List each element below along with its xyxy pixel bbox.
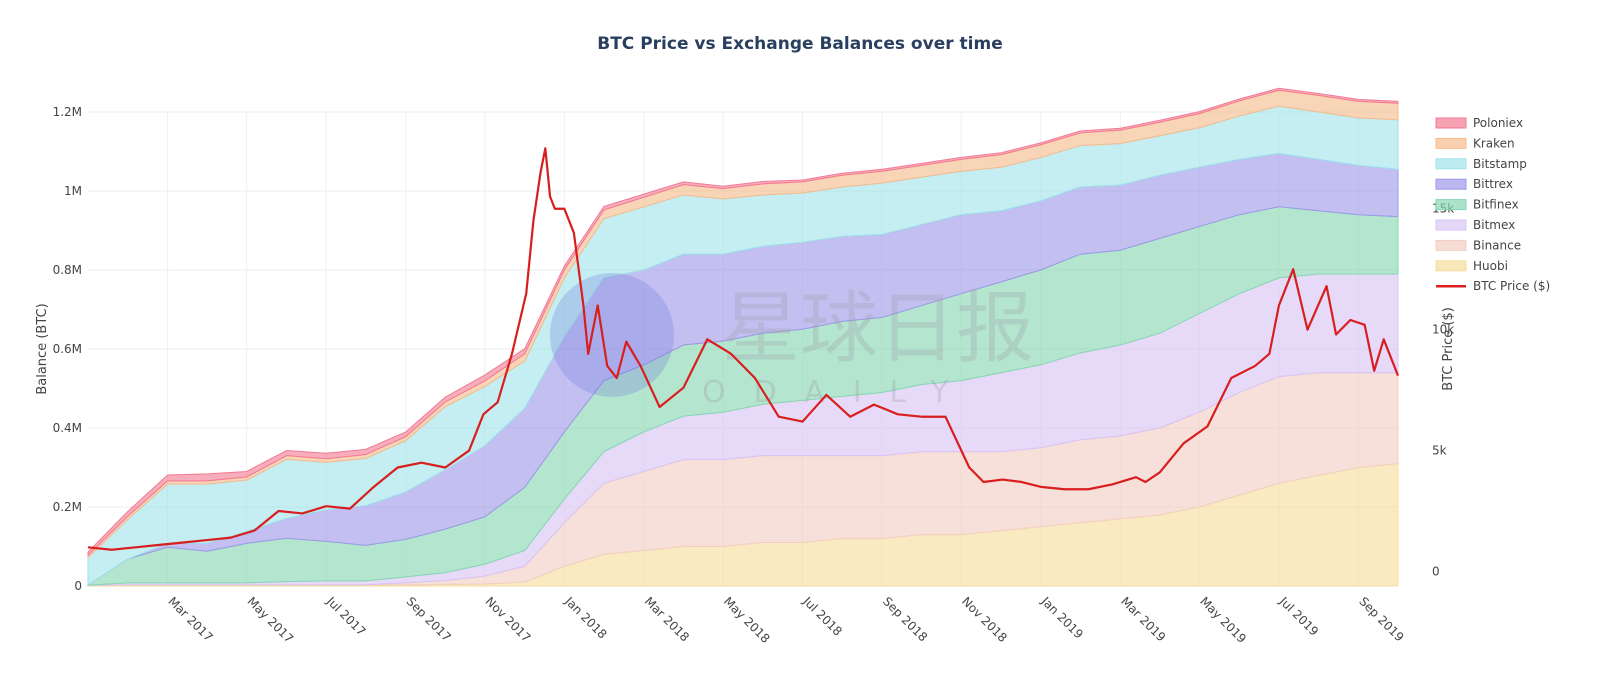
legend-swatch [1435,178,1467,190]
legend-item-bitmex[interactable]: Bitmex [1435,218,1515,232]
y-tick-label: 1M [64,184,82,198]
legend-label: Bitstamp [1473,157,1527,171]
x-tick-label: Jan 2018 [562,594,610,642]
legend-swatch [1435,199,1467,211]
y-tick-label: 0.8M [53,263,82,277]
y-tick-label: 0 [74,579,82,593]
legend: Poloniex Kraken Bitstamp Bittrex Bitfinex Bit… [1435,116,1550,293]
stacked-areas [86,87,1399,587]
legend-swatch [1435,219,1467,231]
x-tick-label: Jul 2018 [800,594,845,639]
legend-swatch [1435,137,1467,149]
svg-text:星球日报: 星球日报 [722,284,1034,374]
y-tick-label: 0.2M [53,500,82,514]
legend-swatch [1435,239,1467,251]
x-tick-label: Sep 2019 [1356,594,1406,644]
x-tick-label: Jul 2019 [1276,594,1321,639]
y2-tick-label: 5k [1432,444,1447,458]
legend-label: Bitmex [1473,218,1515,232]
legend-swatch [1435,158,1467,170]
legend-item-bitfinex[interactable]: Bitfinex [1435,198,1519,212]
legend-label: Bitfinex [1473,198,1519,212]
legend-item-huobi[interactable]: Huobi [1435,259,1508,273]
legend-label: BTC Price ($) [1473,279,1550,293]
x-tick-label: Sep 2017 [404,594,454,644]
legend-label: Binance [1473,238,1521,252]
legend-item-kraken[interactable]: Kraken [1435,136,1515,150]
chart-title: BTC Price vs Exchange Balances over time [597,34,1003,54]
btc-price-line[interactable] [87,147,1400,551]
price-line [87,147,1400,551]
x-tick-label: Mar 2017 [165,594,215,644]
legend-label: Bittrex [1473,177,1513,191]
legend-label: Huobi [1473,259,1508,273]
x-tick-label: May 2017 [245,594,297,646]
legend-swatch [1435,260,1467,272]
y-tick-label: 0.6M [53,342,82,356]
y-tick-label: 1.2M [53,105,82,119]
svg-text:ODAILY: ODAILY [702,375,977,410]
y2-tick-label: 10k [1432,323,1454,337]
legend-label: Kraken [1473,136,1515,150]
watermark: 星球日报 ODAILY [550,273,1034,410]
x-tick-label: May 2019 [1197,594,1249,646]
y2-axis-title: BTC Price ($) [1441,307,1456,391]
x-tick-label: Nov 2017 [483,594,534,645]
x-tick-label: Jul 2017 [323,594,368,639]
x-tick-label: Mar 2018 [642,594,692,644]
legend-item-btc-price[interactable]: BTC Price ($) [1436,279,1550,293]
area-poloniex[interactable] [87,87,1399,557]
x-tick-label: Jan 2019 [1038,594,1086,642]
legend-item-binance[interactable]: Binance [1435,238,1521,252]
x-tick-label: May 2018 [721,594,773,646]
y-axis-title: Balance (BTC) [35,303,50,394]
y2-tick-label: 0 [1432,564,1440,578]
legend-item-bitstamp[interactable]: Bitstamp [1435,157,1527,171]
legend-swatch [1435,117,1467,129]
legend-label: Poloniex [1473,116,1523,130]
x-tick-label: Nov 2018 [959,594,1010,645]
legend-item-poloniex[interactable]: Poloniex [1435,116,1523,130]
y-tick-label: 0.4M [53,421,82,435]
x-tick-label: Mar 2019 [1118,594,1168,644]
legend-item-bittrex[interactable]: Bittrex [1435,177,1513,191]
x-tick-label: Sep 2018 [880,594,930,644]
